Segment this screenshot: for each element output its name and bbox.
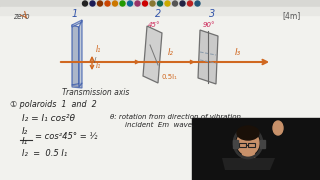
Text: I₃: I₃ xyxy=(235,48,241,57)
Circle shape xyxy=(142,1,148,6)
Ellipse shape xyxy=(273,121,283,135)
Text: I₂ = I₁ cos²θ: I₂ = I₁ cos²θ xyxy=(22,114,75,123)
Bar xyxy=(248,143,255,147)
Circle shape xyxy=(83,1,87,6)
Text: I₁: I₁ xyxy=(96,61,101,70)
Bar xyxy=(260,140,265,148)
Circle shape xyxy=(113,1,117,6)
Text: 1: 1 xyxy=(72,9,78,19)
Text: 0.5I₁: 0.5I₁ xyxy=(162,74,178,80)
Text: incident  Em  wave.: incident Em wave. xyxy=(125,122,194,128)
Circle shape xyxy=(150,1,155,6)
Circle shape xyxy=(188,1,193,6)
Text: 3: 3 xyxy=(209,9,215,19)
Circle shape xyxy=(172,1,178,6)
Text: Transmission axis: Transmission axis xyxy=(62,88,129,97)
Text: θ: rotation from direction of vibration: θ: rotation from direction of vibration xyxy=(110,114,241,120)
Polygon shape xyxy=(143,26,162,83)
Polygon shape xyxy=(72,83,82,88)
Text: 45°: 45° xyxy=(148,22,161,28)
Bar xyxy=(192,118,320,180)
Text: = cos²45° = ½: = cos²45° = ½ xyxy=(35,132,98,141)
Polygon shape xyxy=(72,20,82,27)
Polygon shape xyxy=(72,25,79,87)
Text: ① polaroids  1  and  2: ① polaroids 1 and 2 xyxy=(10,100,97,109)
Ellipse shape xyxy=(237,126,259,140)
Circle shape xyxy=(165,1,170,6)
Circle shape xyxy=(180,1,185,6)
Circle shape xyxy=(127,1,132,6)
Bar xyxy=(239,143,246,147)
Polygon shape xyxy=(220,158,278,180)
Text: I₁: I₁ xyxy=(22,137,28,146)
Bar xyxy=(242,153,254,161)
Text: /: / xyxy=(94,57,96,63)
Bar xyxy=(0,0,320,7)
Text: I₂: I₂ xyxy=(168,48,174,57)
Circle shape xyxy=(135,1,140,6)
Text: zero: zero xyxy=(13,12,29,21)
Text: 2: 2 xyxy=(155,9,161,19)
Circle shape xyxy=(157,1,163,6)
Bar xyxy=(0,7,320,15)
Circle shape xyxy=(105,1,110,6)
Text: I₁: I₁ xyxy=(96,45,101,54)
Text: 90°: 90° xyxy=(203,22,215,28)
Text: I₂  =  0.5 I₁: I₂ = 0.5 I₁ xyxy=(22,149,67,158)
Ellipse shape xyxy=(237,131,259,155)
Bar xyxy=(233,140,238,148)
Circle shape xyxy=(120,1,125,6)
Polygon shape xyxy=(198,30,218,84)
Circle shape xyxy=(195,1,200,6)
Circle shape xyxy=(90,1,95,6)
Text: [4m]: [4m] xyxy=(282,11,300,20)
Circle shape xyxy=(98,1,102,6)
Text: I₂: I₂ xyxy=(22,127,28,136)
Polygon shape xyxy=(222,158,275,170)
Polygon shape xyxy=(79,20,82,87)
